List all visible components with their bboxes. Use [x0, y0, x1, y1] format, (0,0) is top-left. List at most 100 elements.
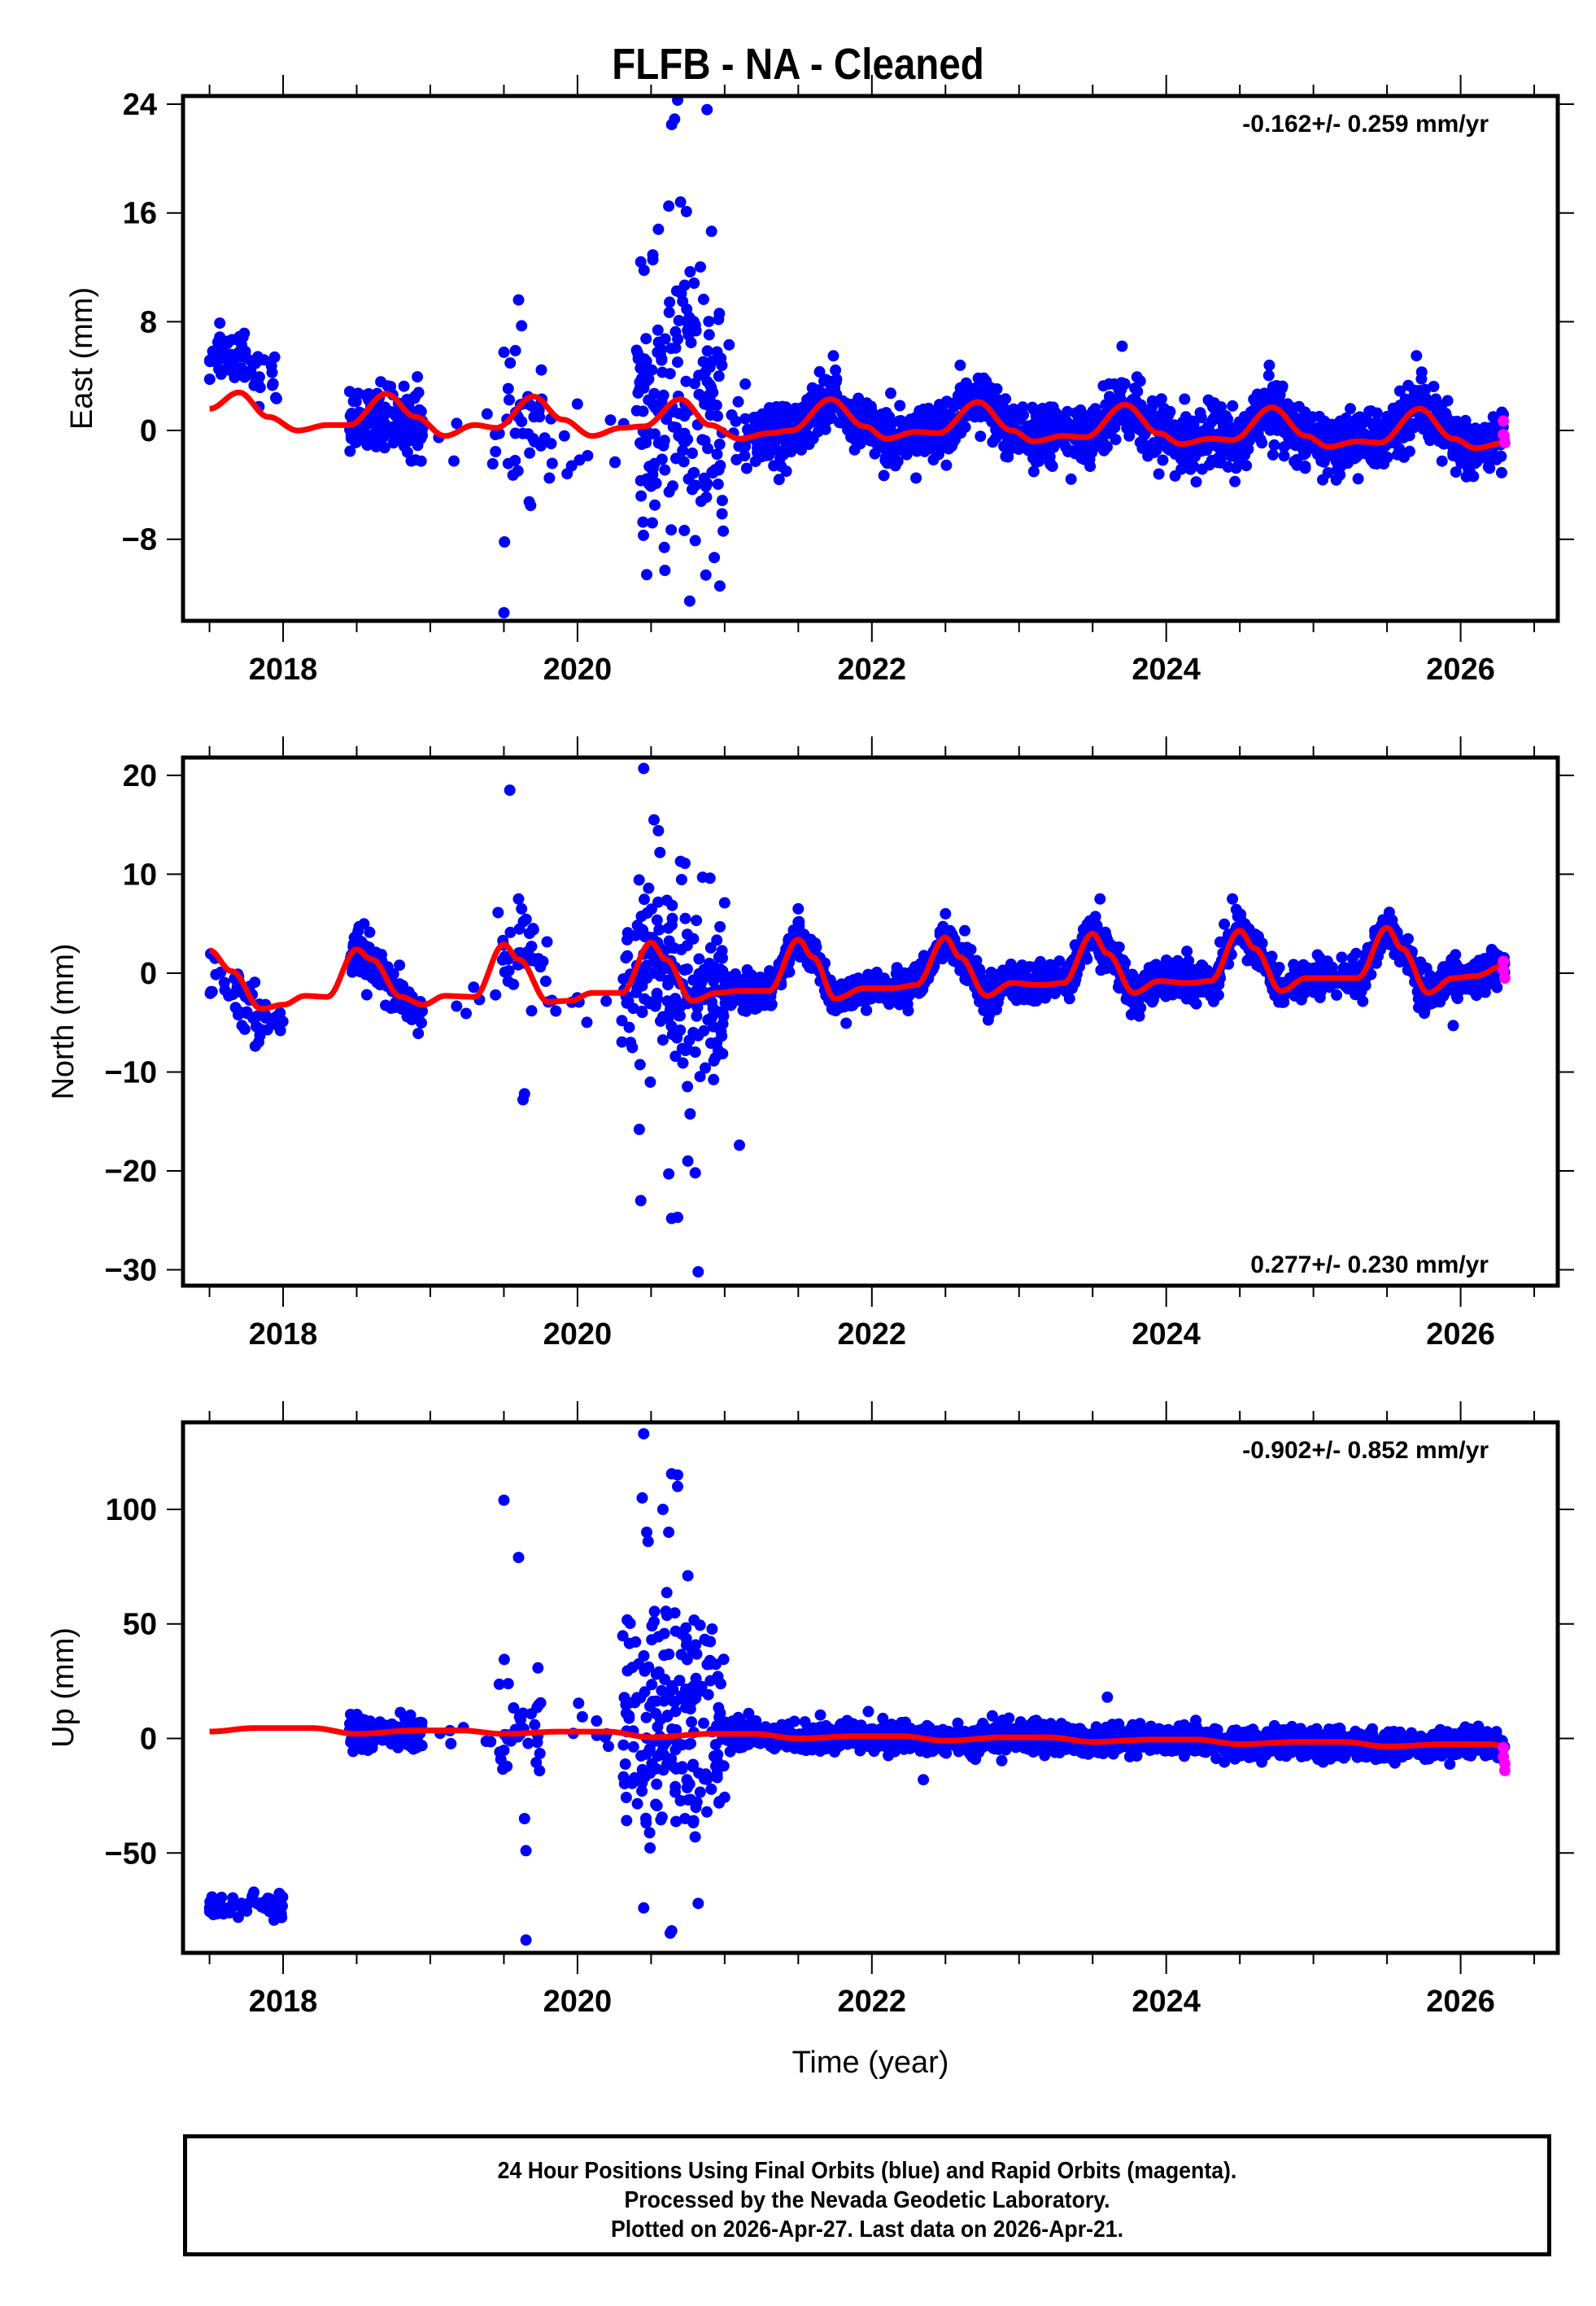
data-point — [1336, 951, 1348, 963]
y-tick-label: −30 — [105, 1254, 157, 1288]
data-point — [451, 1000, 463, 1012]
data-point — [1436, 455, 1448, 467]
data-point — [604, 414, 617, 426]
data-point — [981, 381, 993, 393]
outlier-point — [723, 338, 735, 351]
outlier-point — [792, 902, 805, 915]
data-point — [1171, 954, 1184, 967]
data-point — [233, 362, 245, 374]
data-point — [659, 464, 671, 476]
data-point — [827, 350, 839, 362]
data-point — [865, 993, 877, 1005]
data-point — [732, 395, 744, 408]
data-point — [1278, 450, 1290, 462]
data-point — [635, 490, 648, 502]
y-tick-label: −10 — [105, 1055, 157, 1090]
data-point — [492, 906, 504, 919]
data-point — [250, 373, 262, 385]
data-point — [1322, 467, 1334, 478]
data-point — [674, 1024, 687, 1036]
data-point — [900, 448, 913, 461]
data-point — [681, 963, 693, 975]
data-point — [657, 389, 669, 401]
data-point — [1219, 410, 1232, 422]
data-point — [370, 441, 382, 452]
outlier-point — [516, 320, 528, 332]
data-point — [659, 565, 671, 576]
data-point — [694, 1071, 706, 1083]
data-point — [1065, 473, 1077, 485]
data-point — [268, 351, 281, 363]
data-point — [1267, 381, 1279, 393]
data-point — [846, 400, 858, 412]
data-point — [1264, 395, 1276, 408]
data-point — [635, 373, 648, 385]
outlier-point — [717, 525, 730, 537]
data-point — [1420, 962, 1432, 974]
data-point — [366, 1741, 378, 1754]
outlier-point — [669, 113, 681, 125]
data-point — [535, 364, 547, 376]
data-point — [355, 966, 367, 978]
data-point — [490, 429, 501, 440]
data-point — [382, 380, 394, 392]
north-velocity-annotation: 0.277+/- 0.230 mm/yr — [1250, 1251, 1489, 1278]
outlier-point — [692, 1266, 704, 1277]
y-tick-label: 10 — [123, 858, 157, 892]
data-point — [933, 402, 945, 413]
outlier-point — [689, 1167, 701, 1179]
data-point — [246, 1890, 259, 1902]
data-point — [1123, 421, 1136, 434]
data-point — [1029, 994, 1041, 1007]
data-point — [644, 1076, 656, 1088]
data-point — [656, 354, 668, 366]
data-point — [669, 1050, 682, 1063]
data-point — [412, 1028, 425, 1040]
data-point — [1125, 1008, 1137, 1020]
data-point — [739, 413, 752, 425]
data-point — [1097, 963, 1109, 976]
data-point — [1408, 384, 1420, 396]
data-point — [653, 924, 665, 936]
data-point — [274, 1905, 286, 1917]
data-point — [405, 455, 417, 467]
data-point — [775, 461, 787, 472]
outlier-point — [704, 872, 716, 884]
data-point — [1110, 434, 1122, 446]
data-point — [1180, 987, 1192, 999]
outlier-point — [663, 1168, 675, 1180]
data-point — [399, 421, 411, 433]
data-point — [504, 926, 517, 938]
data-point — [522, 428, 534, 440]
data-point — [663, 306, 675, 318]
data-point — [687, 448, 698, 459]
data-point — [1262, 369, 1275, 382]
data-point — [825, 381, 837, 393]
data-point — [840, 1017, 853, 1029]
data-point — [1001, 439, 1013, 450]
data-point — [1114, 391, 1126, 402]
data-point — [344, 445, 356, 457]
data-point — [739, 378, 752, 390]
outlier-point — [504, 784, 516, 797]
outlier-point — [634, 255, 647, 268]
data-point — [959, 421, 971, 433]
data-point — [667, 480, 678, 492]
data-point — [1007, 990, 1019, 1002]
data-point — [600, 995, 613, 1007]
data-point — [689, 1046, 701, 1058]
data-point — [364, 926, 376, 938]
data-point — [703, 329, 715, 341]
data-point — [1046, 461, 1058, 472]
outlier-point — [672, 1212, 683, 1224]
data-point — [486, 458, 499, 469]
data-point — [860, 1004, 872, 1016]
data-point — [854, 438, 866, 450]
data-point — [878, 469, 890, 482]
x-tick-label: 2026 — [1426, 653, 1495, 687]
east-velocity-annotation: -0.162+/- 0.259 mm/yr — [1242, 111, 1489, 138]
data-point — [1230, 462, 1242, 474]
data-point — [1350, 947, 1363, 959]
data-point — [1195, 412, 1207, 424]
